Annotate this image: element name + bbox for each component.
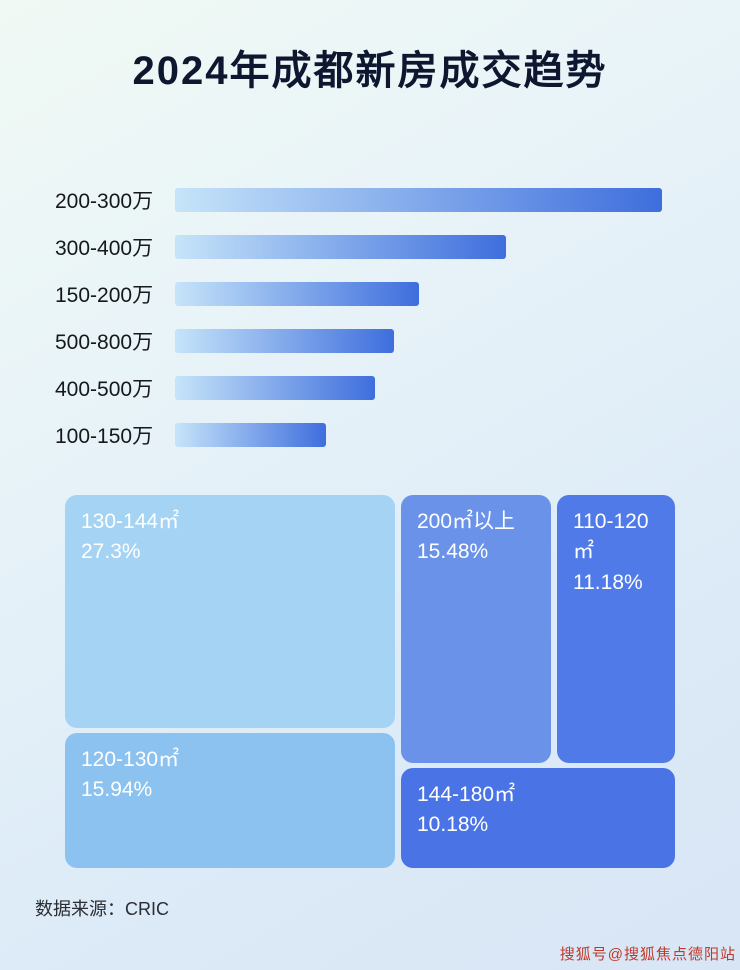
- bar-category-label: 150-200万: [55, 284, 154, 307]
- bar-track: [175, 329, 662, 353]
- treemap-cell-label: 110-120㎡: [573, 510, 649, 564]
- treemap-cell-value: 15.94%: [81, 778, 153, 802]
- bar-row: 300-400万: [55, 235, 685, 260]
- treemap-cell-label: 144-180㎡: [417, 783, 516, 806]
- treemap-cell-value: 15.48%: [417, 540, 489, 564]
- bar: [175, 423, 326, 447]
- treemap-cell-120-130: 120-130㎡ 15.94%: [65, 733, 395, 868]
- bar-track: [175, 235, 662, 259]
- treemap-cell-value: 10.18%: [417, 813, 489, 837]
- treemap-cell-110-120: 110-120㎡ 11.18%: [557, 495, 675, 763]
- watermark-text: 搜狐号@搜狐焦点德阳站: [559, 946, 736, 963]
- treemap-cell-value: 11.18%: [573, 570, 643, 594]
- treemap-cell-130-144: 130-144㎡ 27.3%: [65, 495, 395, 728]
- bar-category-label: 500-800万: [55, 331, 154, 354]
- treemap-cell-144-180: 144-180㎡ 10.18%: [401, 768, 675, 868]
- bar-category-label: 400-500万: [55, 378, 154, 401]
- treemap-cell-label: 120-130㎡: [81, 748, 180, 771]
- bar: [175, 235, 507, 259]
- page-title: 2024年成都新房成交趋势: [132, 49, 608, 93]
- area-share-treemap: 130-144㎡ 27.3% 120-130㎡ 15.94% 200㎡以上 15…: [65, 495, 675, 868]
- bar-track: [175, 423, 662, 447]
- bar-category-label: 300-400万: [55, 237, 154, 260]
- bar-track: [175, 376, 662, 400]
- treemap-cell-200-plus: 200㎡以上 15.48%: [401, 495, 551, 763]
- bar-row: 200-300万: [55, 188, 685, 213]
- bar: [175, 282, 419, 306]
- price-band-bar-chart: 200-300万 300-400万 150-200万 500-800万 400-500万…: [55, 188, 685, 448]
- treemap-cell-value: 27.3%: [81, 540, 141, 564]
- bar-track: [175, 282, 662, 306]
- bar-category-label: 200-300万: [55, 190, 154, 213]
- bar-row: 400-500万: [55, 376, 685, 401]
- bar: [175, 376, 375, 400]
- bar-track: [175, 188, 662, 212]
- bar-row: 150-200万: [55, 282, 685, 307]
- bar-category-label: 100-150万: [55, 425, 154, 448]
- treemap-cell-label: 130-144㎡: [81, 510, 180, 533]
- treemap-cell-label: 200㎡以上: [417, 510, 516, 533]
- bar-row: 500-800万: [55, 329, 685, 354]
- bar: [175, 329, 395, 353]
- bar: [175, 188, 662, 212]
- data-source-label: 数据来源：CRIC: [35, 899, 169, 919]
- bar-row: 100-150万: [55, 423, 685, 448]
